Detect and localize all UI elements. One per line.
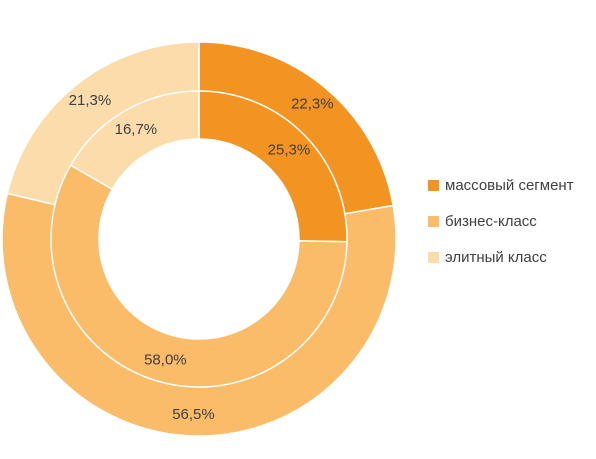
legend-swatch-business-class — [428, 215, 439, 227]
data-label-outer-mass-segment: 22,3% — [291, 95, 334, 112]
chart-data-labels: 22,3% 56,5% 21,3% 25,3% 58,0% 16,7% — [69, 92, 334, 423]
legend-item-mass-segment[interactable]: массовый сегмент — [428, 176, 574, 194]
slice-inner-business-class[interactable] — [50, 164, 348, 388]
legend-item-business-class[interactable]: бизнес-класс — [428, 212, 574, 230]
legend-swatch-mass-segment — [428, 179, 439, 191]
data-label-outer-elite-class: 21,3% — [69, 92, 112, 109]
legend-label-business-class: бизнес-класс — [445, 212, 537, 230]
legend-label-mass-segment: массовый сегмент — [445, 176, 574, 194]
legend-swatch-elite-class — [428, 251, 439, 263]
legend-item-elite-class[interactable]: элитный класс — [428, 248, 574, 266]
legend-label-elite-class: элитный класс — [445, 248, 547, 266]
chart-legend: массовый сегмент бизнес-класс элитный кл… — [428, 176, 574, 284]
slice-inner-elite-class[interactable] — [69, 90, 200, 191]
data-label-inner-business-class: 58,0% — [144, 351, 187, 368]
data-label-inner-elite-class: 16,7% — [115, 121, 158, 138]
chart-slices — [1, 41, 397, 437]
data-label-inner-mass-segment: 25,3% — [268, 142, 311, 159]
data-label-outer-business-class: 56,5% — [172, 406, 215, 423]
